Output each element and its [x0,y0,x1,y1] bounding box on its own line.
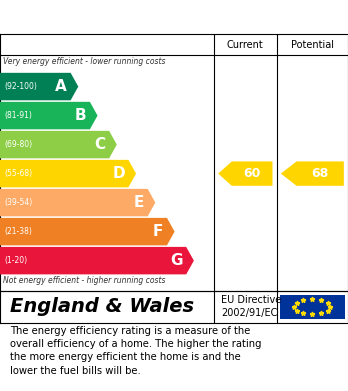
Text: G: G [170,253,183,268]
Text: (55-68): (55-68) [4,169,32,178]
Text: (92-100): (92-100) [4,82,37,91]
Text: Current: Current [227,40,264,50]
Text: (1-20): (1-20) [4,256,27,265]
Text: England & Wales: England & Wales [10,297,195,316]
Text: (39-54): (39-54) [4,198,32,207]
Text: E: E [134,195,144,210]
Text: F: F [153,224,164,239]
Text: (21-38): (21-38) [4,227,32,236]
Polygon shape [0,102,97,129]
Text: EU Directive
2002/91/EC: EU Directive 2002/91/EC [221,295,281,318]
Polygon shape [0,73,78,100]
Polygon shape [0,218,175,246]
Polygon shape [0,131,117,158]
Polygon shape [0,160,136,187]
Polygon shape [0,247,194,274]
Polygon shape [281,161,344,186]
Text: B: B [75,108,86,123]
Text: 60: 60 [244,167,261,180]
Bar [280,294,345,319]
Polygon shape [0,189,155,216]
Text: Not energy efficient - higher running costs: Not energy efficient - higher running co… [3,276,166,285]
Text: D: D [112,166,125,181]
Text: C: C [95,137,106,152]
Polygon shape [218,161,272,186]
Text: A: A [55,79,67,94]
Text: (81-91): (81-91) [4,111,32,120]
Text: 68: 68 [311,167,329,180]
Text: Potential: Potential [291,40,334,50]
Text: Energy Efficiency Rating: Energy Efficiency Rating [10,11,220,27]
Text: The energy efficiency rating is a measure of the
overall efficiency of a home. T: The energy efficiency rating is a measur… [10,326,262,376]
Text: (69-80): (69-80) [4,140,32,149]
Text: Very energy efficient - lower running costs: Very energy efficient - lower running co… [3,57,166,66]
